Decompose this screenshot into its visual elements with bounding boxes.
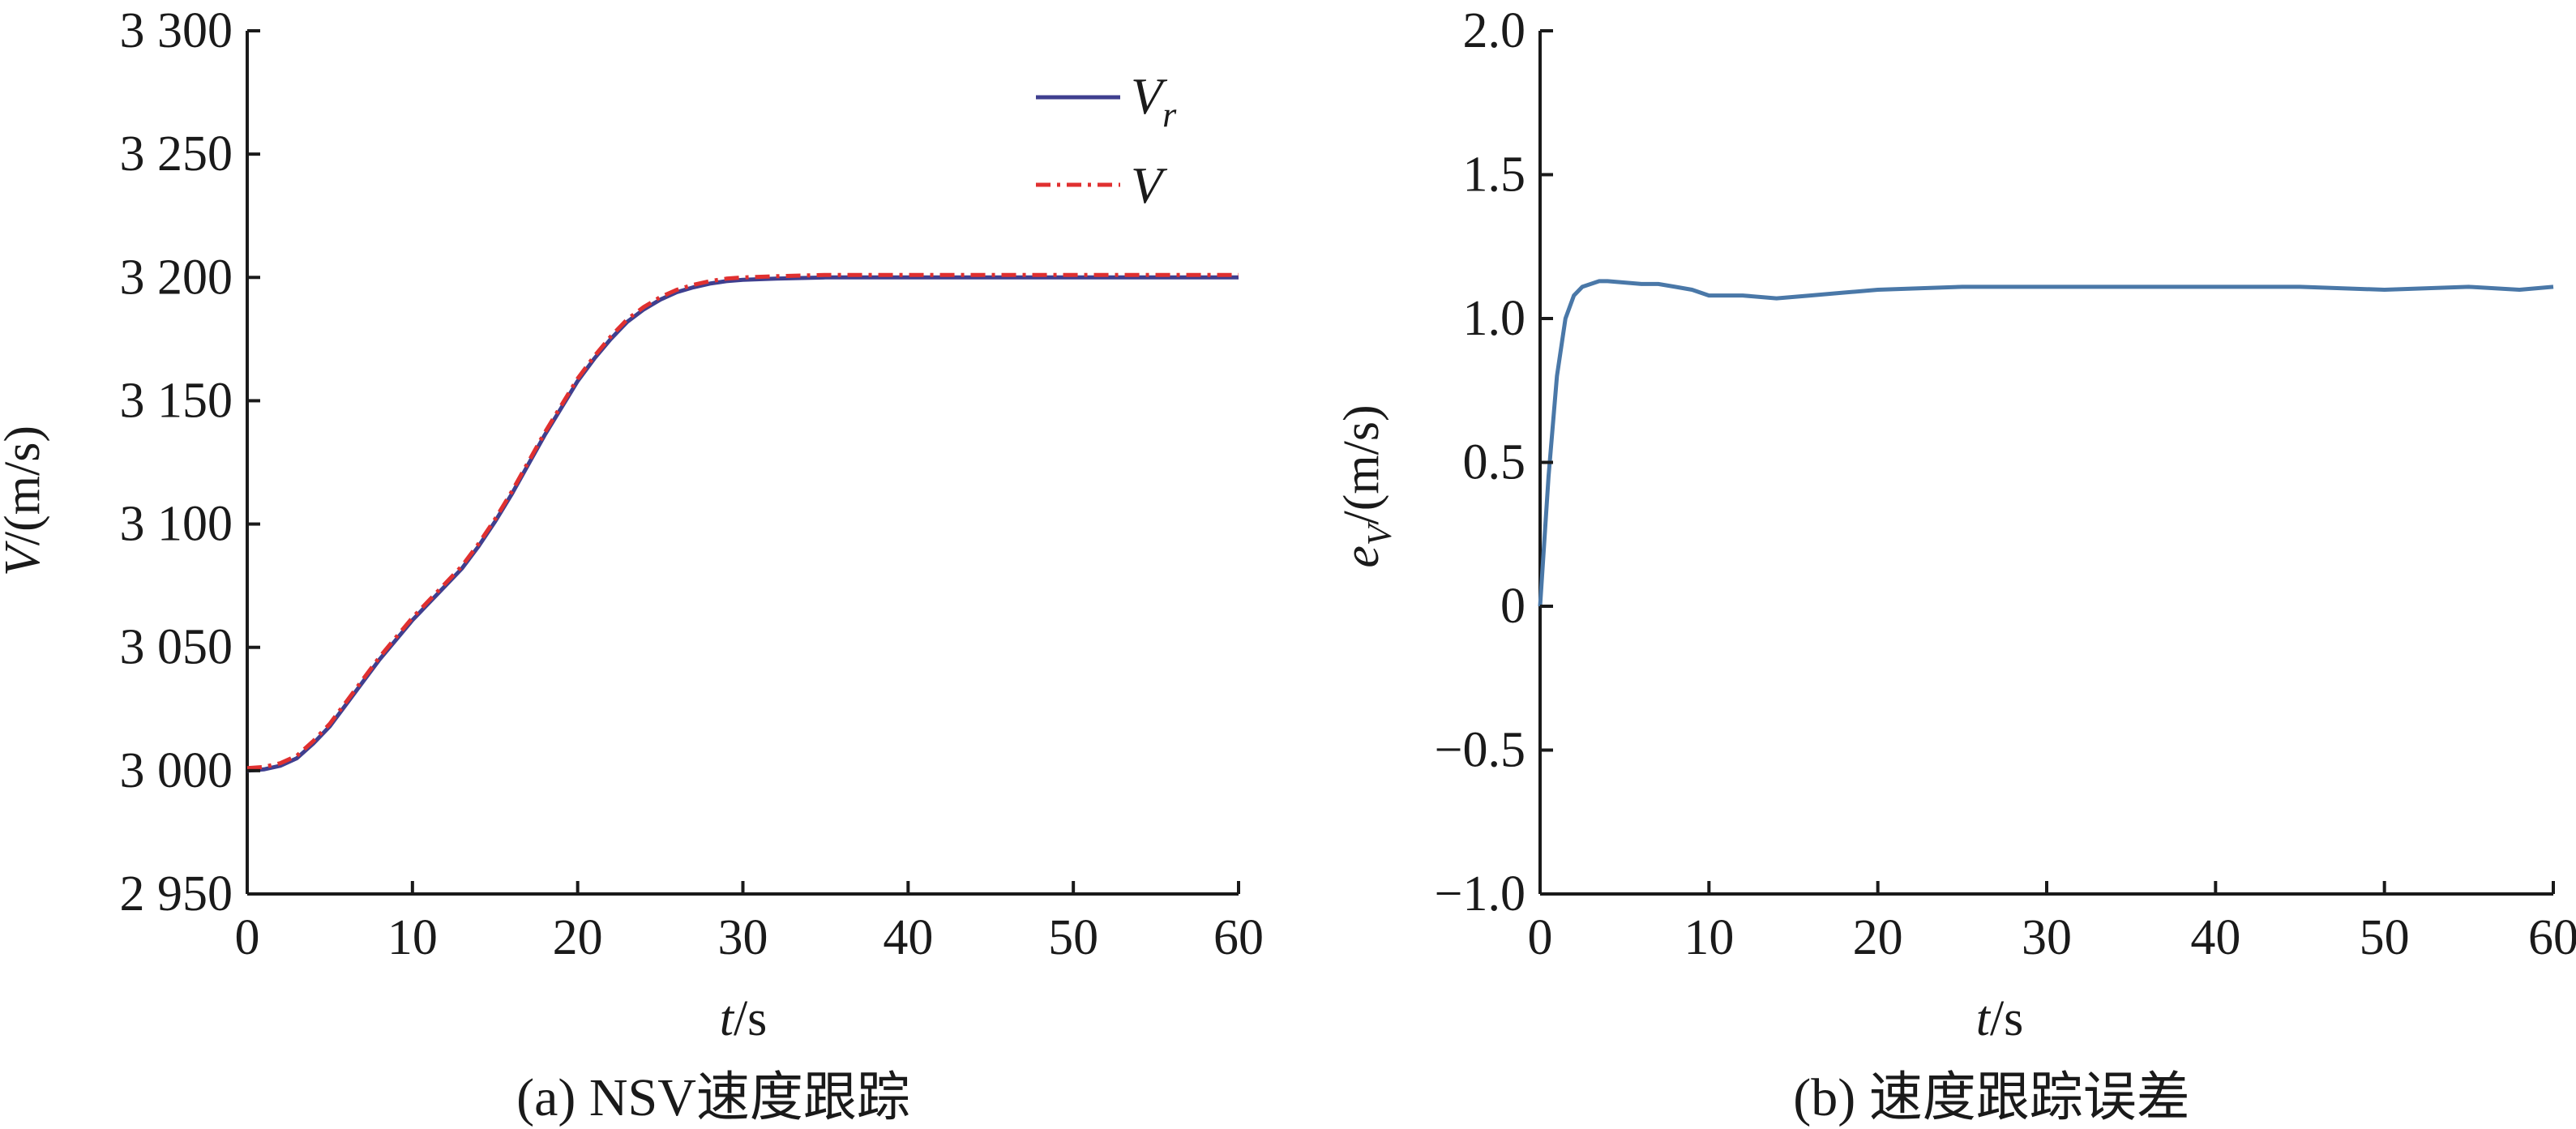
series-line-b-0 (1538, 279, 2554, 607)
legend-label-v: V (1131, 156, 1168, 214)
y-tick-label: 2 950 (120, 866, 233, 922)
x-tick-label: 50 (1048, 910, 1098, 965)
x-tick-label: 60 (2528, 910, 2576, 965)
series-line-a-1 (246, 272, 1239, 771)
x-axis-label-a: t/s (720, 991, 768, 1046)
x-axis-label-b: t/s (1976, 991, 2024, 1046)
x-tick-label: 10 (1684, 910, 1734, 965)
y-tick-label: 3 300 (120, 3, 233, 58)
x-tick-label: 0 (1528, 910, 1553, 965)
y-tick-label: 3 050 (120, 620, 233, 675)
legend-label-vr: Vr (1131, 67, 1177, 135)
y-tick-label: 3 250 (120, 126, 233, 182)
y-tick-label: 3 100 (120, 497, 233, 552)
series-line-a-0 (246, 275, 1239, 773)
x-tick-label: 40 (883, 910, 933, 965)
y-tick-label: 3 150 (120, 373, 233, 428)
y-tick-label: 1.5 (1463, 148, 1526, 203)
y-axis-label-a: V/(m/s) (0, 426, 50, 576)
legend: Vr V (1036, 67, 1177, 214)
y-tick-label: −1.0 (1435, 866, 1525, 922)
y-tick-label: −0.5 (1435, 723, 1525, 778)
chart-panel-a: 2 950 3 000 3 050 3 100 3 150 3 200 3 250 3 300… (0, 3, 1264, 1127)
x-tick-label: 0 (235, 910, 260, 965)
y-tick-label: 2.0 (1463, 3, 1526, 58)
caption-b: (b) 速度跟踪误差 (1793, 1068, 2189, 1127)
chart-panel-b: −1.0−0.500.51.01.52.0 0 10 20 30 40 50 60 t/s … (1334, 3, 2576, 1127)
y-tick-label: 0.5 (1463, 435, 1526, 490)
x-tick-label: 20 (553, 910, 603, 965)
axes-a (246, 31, 1239, 896)
y-tick-label: 3 200 (120, 250, 233, 305)
y-axis-label-b: eV/(m/s) (1334, 404, 1399, 567)
axes-b (1538, 31, 2553, 896)
x-tick-label: 40 (2190, 910, 2240, 965)
y-tick-label: 0 (1500, 579, 1525, 634)
x-tick-label: 30 (718, 910, 768, 965)
x-tick-label: 60 (1213, 910, 1264, 965)
y-tick-label: 3 000 (120, 743, 233, 798)
caption-a: (a) NSV速度跟踪 (516, 1068, 910, 1127)
x-tick-label: 10 (387, 910, 438, 965)
x-tick-label: 20 (1853, 910, 1903, 965)
y-tick-label: 1.0 (1463, 291, 1526, 346)
x-tick-label: 50 (2360, 910, 2410, 965)
x-tick-label: 30 (2022, 910, 2072, 965)
